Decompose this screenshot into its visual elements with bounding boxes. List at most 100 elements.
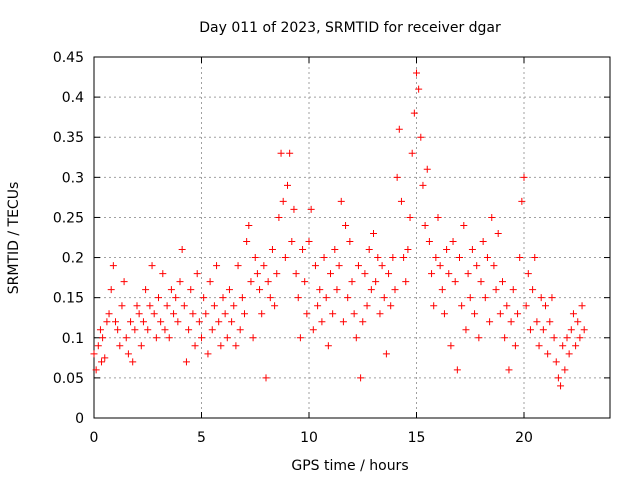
data-point (331, 246, 339, 254)
data-point (148, 262, 156, 270)
data-point (400, 254, 408, 262)
x-tick-label: 5 (197, 430, 206, 446)
data-point (522, 302, 530, 310)
data-point (299, 246, 307, 254)
data-point (234, 262, 242, 270)
data-point (402, 278, 410, 286)
data-point (316, 286, 324, 294)
x-axis-label: GPS time / hours (291, 458, 408, 474)
data-point (202, 310, 210, 318)
data-point (180, 302, 188, 310)
data-point (268, 246, 276, 254)
data-point (124, 350, 132, 358)
data-point (223, 334, 231, 342)
data-point (288, 238, 296, 246)
data-point (116, 342, 124, 350)
data-point (167, 286, 175, 294)
data-point (320, 254, 328, 262)
data-point (436, 262, 444, 270)
data-point (533, 318, 541, 326)
data-point (531, 254, 539, 262)
data-point (479, 238, 487, 246)
data-point (548, 294, 556, 302)
data-point (580, 326, 588, 334)
data-point (161, 326, 169, 334)
data-point (314, 302, 322, 310)
data-point (98, 358, 106, 366)
data-point (335, 262, 343, 270)
data-point (554, 374, 562, 382)
data-point (152, 334, 160, 342)
y-tick-label: 0.2 (62, 251, 84, 267)
y-tick-label: 0.15 (53, 291, 84, 307)
data-point (578, 302, 586, 310)
data-point (236, 326, 244, 334)
data-point (103, 318, 111, 326)
data-point (567, 326, 575, 334)
data-point (376, 310, 384, 318)
data-point (146, 302, 154, 310)
data-point (305, 238, 313, 246)
data-point (178, 246, 186, 254)
data-point (191, 342, 199, 350)
data-point (215, 318, 223, 326)
data-point (303, 310, 311, 318)
data-point (524, 270, 532, 278)
data-point (193, 270, 201, 278)
data-point (163, 302, 171, 310)
data-point (120, 278, 128, 286)
data-point (271, 302, 279, 310)
data-point (563, 334, 571, 342)
data-point (417, 133, 425, 141)
data-point (238, 294, 246, 302)
x-tick-label: 20 (515, 430, 533, 446)
x-tick-label: 10 (300, 430, 318, 446)
data-point (277, 149, 285, 157)
data-point (372, 278, 380, 286)
data-point (307, 205, 315, 213)
data-point (206, 278, 214, 286)
data-point (443, 246, 451, 254)
data-point (370, 229, 377, 237)
data-point (185, 326, 193, 334)
data-point (385, 270, 393, 278)
data-point (415, 85, 423, 93)
data-point (221, 310, 229, 318)
data-point (150, 310, 158, 318)
data-point (322, 294, 330, 302)
data-point (198, 334, 205, 342)
data-point (542, 302, 549, 310)
data-point (363, 302, 371, 310)
y-tick-label: 0.1 (62, 331, 84, 347)
data-point (172, 294, 180, 302)
x-tick-label: 15 (408, 430, 426, 446)
data-point (428, 270, 436, 278)
data-point (324, 342, 332, 350)
data-point (367, 286, 375, 294)
data-point (127, 318, 135, 326)
data-point (157, 318, 165, 326)
data-point (511, 342, 519, 350)
data-point (258, 310, 266, 318)
plot-frame (93, 56, 611, 419)
data-point (292, 270, 300, 278)
data-point (327, 270, 334, 278)
data-point (96, 326, 104, 334)
y-tick-label: 0.05 (53, 371, 84, 387)
grid-layer (94, 57, 610, 418)
data-point (451, 278, 459, 286)
data-point (572, 342, 580, 350)
data-point (256, 286, 264, 294)
data-point (494, 229, 502, 237)
data-point (529, 286, 537, 294)
data-point (245, 221, 253, 229)
data-point (219, 294, 227, 302)
data-point (505, 366, 513, 374)
x-tick-label: 0 (90, 430, 99, 446)
data-point (359, 318, 367, 326)
data-point (389, 254, 397, 262)
data-point (535, 342, 543, 350)
data-point (481, 294, 489, 302)
data-point (425, 238, 433, 246)
data-point (468, 246, 476, 254)
